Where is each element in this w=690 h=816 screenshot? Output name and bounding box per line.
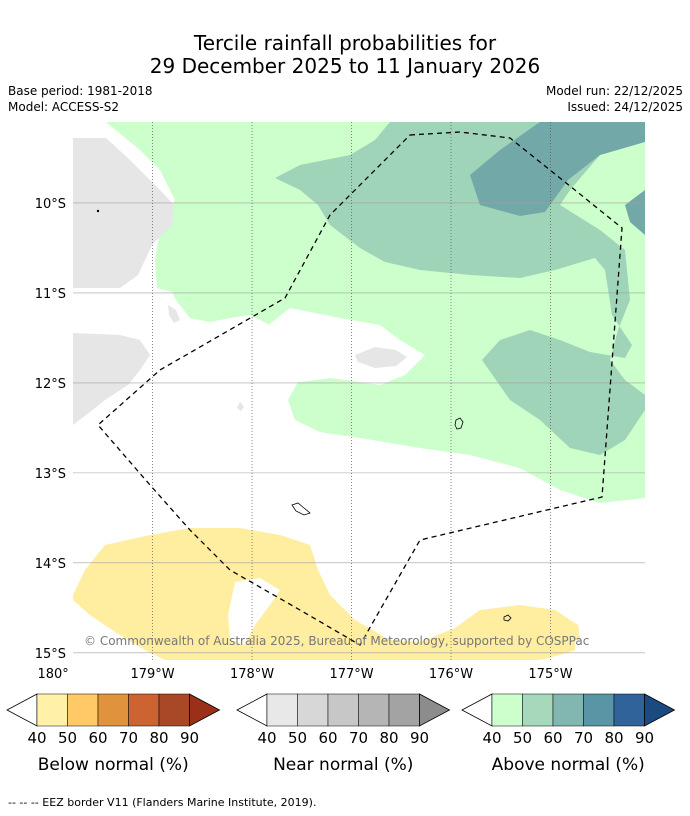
- colorbar-0-tick-4: 80: [149, 729, 168, 747]
- colorbar-1-tick-0: 40: [257, 729, 276, 747]
- colorbar-2-segment-2: [552, 693, 584, 727]
- colorbar-2: 40 50 60 70 80 90 Above normal (%): [461, 693, 676, 775]
- colorbar-2-low-arrow: [461, 693, 493, 727]
- colorbar-2-tick-4: 80: [604, 729, 623, 747]
- issued-date: Issued: 24/12/2025: [567, 100, 683, 114]
- island-b: [291, 502, 311, 516]
- region-near-normal-speck1: [168, 305, 180, 323]
- chart-title-line2: 29 December 2025 to 11 January 2026: [149, 54, 541, 78]
- lon-tick-3: 177°W: [329, 667, 373, 682]
- colorbar-0-low-arrow: [6, 693, 38, 727]
- colorbar-1-high-arrow: [419, 693, 451, 727]
- base-period: Base period: 1981-2018: [8, 84, 153, 98]
- gridlines: [73, 122, 645, 660]
- colorbar-0-tick-1: 50: [58, 729, 77, 747]
- lat-tick-0: 10°S: [35, 197, 66, 212]
- lon-tick-5: 175°W: [528, 667, 572, 682]
- colorbar-1-segment-1: [297, 693, 329, 727]
- region-near-normal-small: [355, 347, 407, 368]
- lon-tick-4: 176°W: [429, 667, 473, 682]
- lon-tick-2: 178°W: [230, 667, 274, 682]
- island-d: [96, 209, 100, 213]
- colorbar-2-tick-0: 40: [482, 729, 501, 747]
- colorbar-2-tick-3: 70: [574, 729, 593, 747]
- region-above-normal-60-70: [470, 122, 645, 216]
- colorbar-1-segment-4: [388, 693, 420, 727]
- island-c: [503, 614, 512, 622]
- chart-title-line1: Tercile rainfall probabilities for: [193, 31, 497, 55]
- colorbar-1-label: Near normal (%): [273, 755, 413, 775]
- colorbar-2-tick-2: 60: [543, 729, 562, 747]
- colorbar-2-segment-4: [613, 693, 645, 727]
- lat-tick-1: 11°S: [35, 287, 66, 302]
- colorbar-1-segment-0: [266, 693, 298, 727]
- colorbar-0-segment-0: [36, 693, 68, 727]
- colorbar-0-label: Below normal (%): [38, 755, 189, 775]
- colorbar-0-tick-5: 90: [180, 729, 199, 747]
- copyright-notice: © Commonwealth of Australia 2025, Bureau…: [84, 634, 589, 648]
- colorbar-1-tick-2: 60: [318, 729, 337, 747]
- colorbar-0-segment-2: [97, 693, 129, 727]
- model-name: Model: ACCESS-S2: [8, 100, 120, 114]
- colorbar-1: 40 50 60 70 80 90 Near normal (%): [236, 693, 451, 775]
- region-below-normal-40-50: [73, 528, 582, 660]
- colorbar-1-tick-5: 90: [410, 729, 429, 747]
- eez-border: [97, 131, 623, 646]
- eez-footnote: -- -- -- EEZ border V11 (Flanders Marine…: [8, 796, 317, 809]
- island-a: [454, 417, 464, 430]
- lon-tick-0: 180°: [37, 667, 68, 682]
- colorbar-0-segment-1: [67, 693, 99, 727]
- colorbar-1-tick-4: 80: [379, 729, 398, 747]
- colorbar-0-tick-3: 70: [119, 729, 138, 747]
- region-above-normal-60-70-east: [625, 190, 645, 235]
- colorbar-2-tick-5: 90: [635, 729, 654, 747]
- colorbar-0-tick-2: 60: [88, 729, 107, 747]
- colorbar-2-high-arrow: [644, 693, 676, 727]
- colorbar-2-segment-3: [583, 693, 615, 727]
- region-no-signal-south-east: [575, 640, 645, 660]
- region-no-signal-south: [228, 578, 280, 645]
- lat-tick-4: 14°S: [35, 557, 66, 572]
- colorbar-0-segment-3: [128, 693, 160, 727]
- colorbar-0-segment-4: [158, 693, 190, 727]
- colorbar-0-tick-0: 40: [27, 729, 46, 747]
- region-near-normal-north: [73, 138, 174, 288]
- region-above-normal-50-60: [275, 122, 645, 455]
- colorbar-2-label: Above normal (%): [492, 755, 645, 775]
- colorbar-1-low-arrow: [236, 693, 268, 727]
- colorbar-1-tick-1: 50: [288, 729, 307, 747]
- region-no-signal-south-west: [73, 600, 165, 660]
- map-fill-layer: [73, 122, 645, 660]
- colorbar-1-tick-3: 70: [349, 729, 368, 747]
- latitude-tick-labels: 10°S 11°S 12°S 13°S 14°S 15°S: [35, 197, 66, 662]
- model-run: Model run: 22/12/2025: [545, 84, 683, 98]
- lat-tick-3: 13°S: [35, 467, 66, 482]
- lon-tick-1: 179°W: [130, 667, 174, 682]
- colorbar-2-segment-0: [491, 693, 523, 727]
- region-near-normal-speck2: [237, 402, 244, 411]
- lat-tick-5: 15°S: [35, 647, 66, 662]
- longitude-tick-labels: 180° 179°W 178°W 177°W 176°W 175°W: [37, 667, 572, 682]
- colorbar-1-segment-2: [327, 693, 359, 727]
- colorbars: 40 50 60 70 80 90 Below normal (%) 40 50 60 70 80 90…: [6, 693, 676, 775]
- colorbar-2-tick-1: 50: [513, 729, 532, 747]
- colorbar-0-high-arrow: [189, 693, 221, 727]
- region-near-normal-west: [73, 333, 150, 425]
- colorbar-0: 40 50 60 70 80 90 Below normal (%): [6, 693, 221, 775]
- lat-tick-2: 12°S: [35, 377, 66, 392]
- islands: [96, 209, 512, 622]
- colorbar-1-segment-3: [358, 693, 390, 727]
- colorbar-2-segment-1: [522, 693, 554, 727]
